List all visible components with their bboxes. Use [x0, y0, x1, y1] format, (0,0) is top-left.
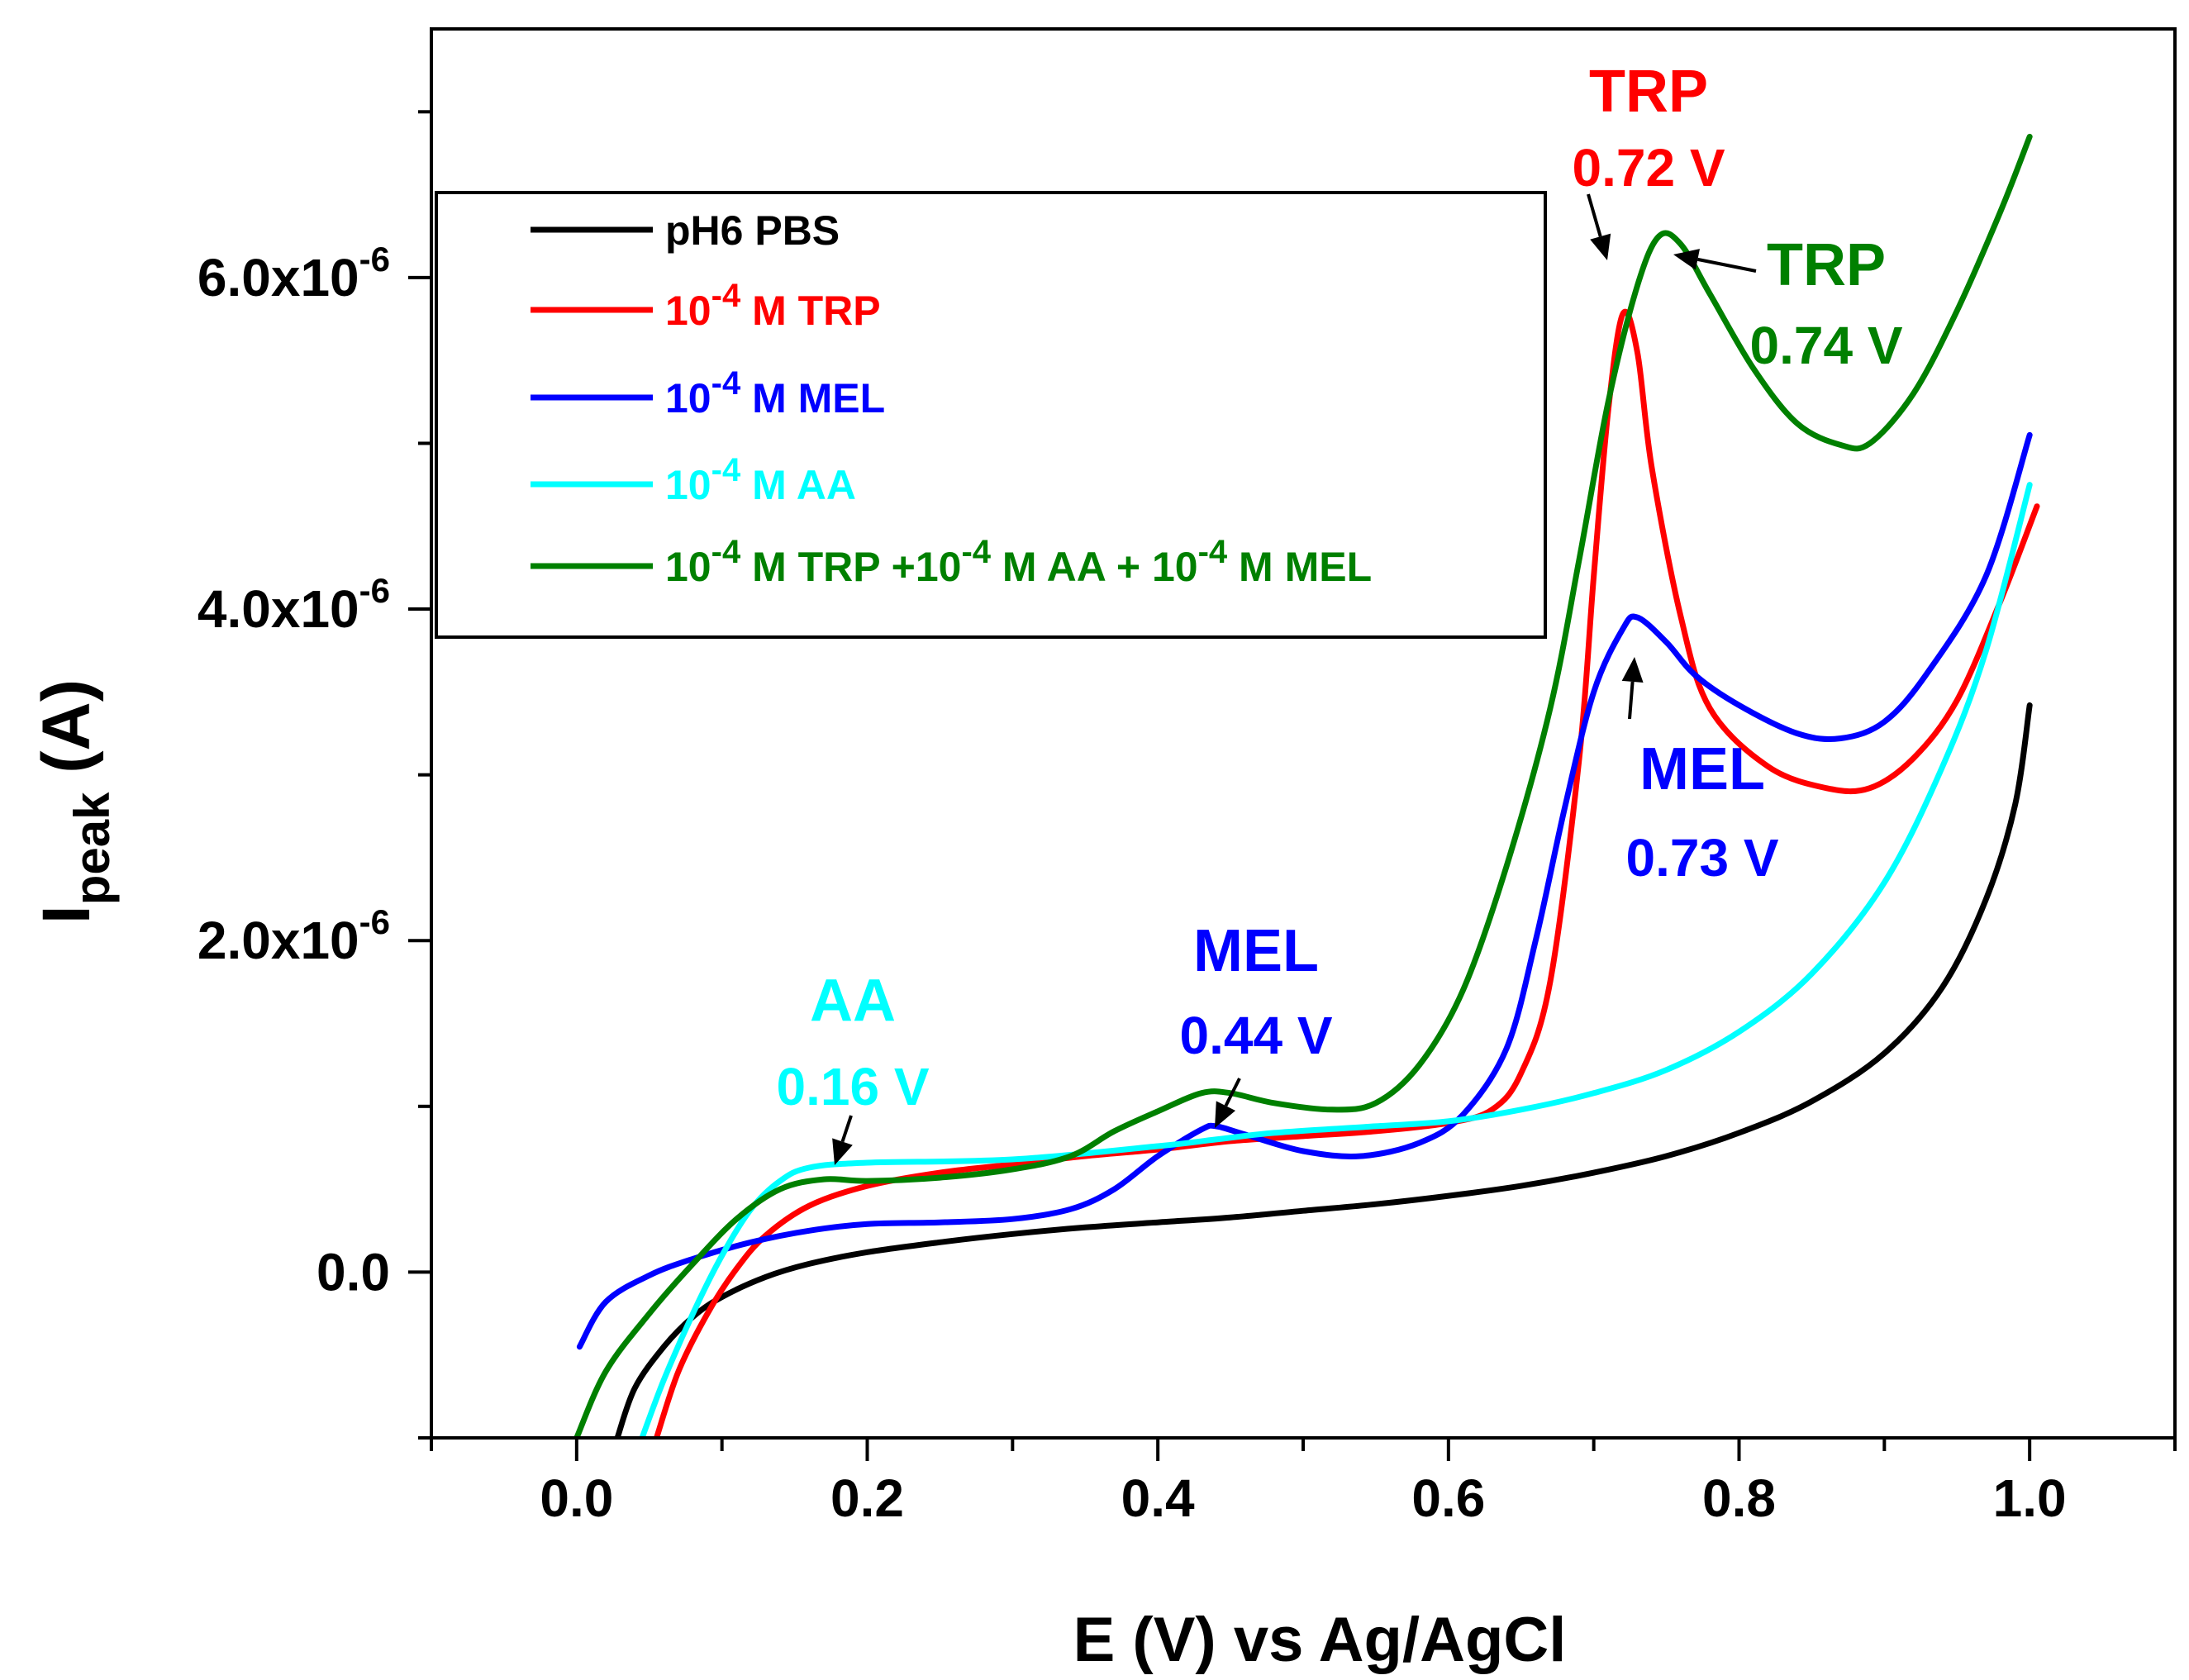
- y-tick-label-1: 2.0x10-6: [197, 902, 390, 970]
- annotation-arrow-head: [1621, 657, 1644, 683]
- legend-superscript: -4: [1198, 534, 1228, 570]
- annotation-arrow-shaft: [840, 1115, 853, 1143]
- x-tick-label-5: 1.0: [1993, 1468, 2067, 1528]
- annotation-arrow-head: [1215, 1101, 1236, 1128]
- legend-label-4: 10-4 M TRP +10-4 M AA + 10-4 M MEL: [665, 534, 1372, 590]
- y-axis-title-subscript: peak: [64, 792, 120, 905]
- legend-text: M MEL: [1227, 544, 1372, 590]
- annotation-trp-red: TRP 0.72 V: [1572, 59, 1725, 260]
- x-tick-label-1: 0.2: [830, 1468, 904, 1528]
- annotation-name: MEL: [1639, 736, 1765, 802]
- series-line-0: [614, 702, 2033, 1438]
- legend-superscript: -4: [961, 534, 991, 570]
- legend-label-3: 10-4 M AA: [665, 452, 856, 508]
- y-tick-exponent: -6: [359, 902, 390, 941]
- annotation-arrow-head: [1673, 249, 1700, 270]
- data-curves: [573, 133, 2040, 1438]
- annotation-arrow-head: [832, 1138, 853, 1165]
- y-axis-title-main: I: [29, 905, 104, 924]
- legend-superscript: -4: [711, 278, 741, 314]
- annotation-arrow-shaft: [1587, 193, 1602, 237]
- legend-text: 10: [665, 375, 711, 421]
- y-tick-label-2: 4.0x10-6: [197, 571, 390, 639]
- y-tick-mantissa: 6.0x10: [197, 248, 359, 307]
- legend-label-1: 10-4 M TRP: [665, 278, 881, 334]
- legend-superscript: -4: [711, 534, 741, 570]
- legend-text: 10: [665, 462, 711, 508]
- y-tick-mantissa: 2.0x10: [197, 911, 359, 970]
- x-tick-label-0: 0.0: [540, 1468, 613, 1528]
- legend-text: M TRP: [740, 288, 880, 334]
- legend-text: M AA + 10: [991, 544, 1198, 590]
- x-tick-label-4: 0.8: [1702, 1468, 1776, 1528]
- y-axis-title-unit: (A): [29, 679, 104, 792]
- annotation-mel-low: MEL 0.44 V: [1179, 918, 1333, 1128]
- x-tick-label-3: 0.6: [1411, 1468, 1485, 1528]
- annotation-potential: 0.72 V: [1572, 138, 1725, 198]
- legend-text: pH6 PBS: [665, 207, 840, 254]
- series-line-4: [573, 133, 2033, 1438]
- annotation-potential: 0.74 V: [1749, 316, 1902, 375]
- legend-label-2: 10-4 M MEL: [665, 365, 885, 421]
- y-tick-mantissa: 4.0x10: [197, 579, 359, 639]
- annotation-potential: 0.73 V: [1625, 828, 1778, 888]
- series-line-1: [654, 308, 2040, 1438]
- legend-text: M TRP +10: [740, 544, 961, 590]
- annotation-arrow-shaft: [1628, 681, 1635, 720]
- axes: 0.0 0.2 0.4 0.6 0.8 1.00.02.0x10-64.0x10-66.0…: [29, 27, 2177, 1675]
- annotation-aa: AA 0.16 V: [776, 968, 930, 1165]
- annotation-name: MEL: [1193, 918, 1319, 984]
- annotation-arrow-shaft: [1224, 1078, 1241, 1107]
- legend-text: 10: [665, 544, 711, 590]
- y-tick-exponent: -6: [359, 571, 390, 610]
- annotation-potential: 0.16 V: [776, 1057, 929, 1116]
- y-tick-exponent: -6: [359, 240, 390, 278]
- legend-label-0: pH6 PBS: [665, 207, 840, 254]
- annotation-name: TRP: [1589, 59, 1708, 125]
- annotation-mel-high: MEL 0.73 V: [1621, 657, 1779, 888]
- annotation-potential: 0.44 V: [1179, 1006, 1332, 1065]
- annotations: TRP 0.72 V TRP 0.74 V MEL 0.73 V MEL 0.44 V AA 0.…: [776, 59, 1903, 1165]
- legend-text: M AA: [740, 462, 856, 508]
- legend-superscript: -4: [711, 365, 741, 402]
- y-tick-mantissa: 0.0: [316, 1242, 390, 1302]
- x-tick-label-2: 0.4: [1121, 1468, 1195, 1528]
- annotation-arrow-shaft: [1697, 257, 1757, 273]
- y-axis-title: Ipeak (A): [29, 679, 120, 924]
- annotation-name: TRP: [1767, 232, 1886, 298]
- annotation-name: AA: [810, 968, 896, 1034]
- y-tick-label-3: 6.0x10-6: [197, 240, 390, 307]
- annotation-arrow-head: [1590, 233, 1611, 260]
- legend-text: M MEL: [740, 375, 885, 421]
- annotation-trp-green: TRP 0.74 V: [1673, 232, 1903, 375]
- series-line-2: [576, 431, 2033, 1350]
- plot-area: [573, 133, 2040, 1438]
- legend-box: [435, 191, 1547, 639]
- legend-superscript: -4: [711, 452, 741, 488]
- x-axis-title: E (V) vs Ag/AgCl: [1073, 1605, 1567, 1675]
- legend-text: 10: [665, 288, 711, 334]
- y-tick-label-0: 0.0: [316, 1242, 390, 1302]
